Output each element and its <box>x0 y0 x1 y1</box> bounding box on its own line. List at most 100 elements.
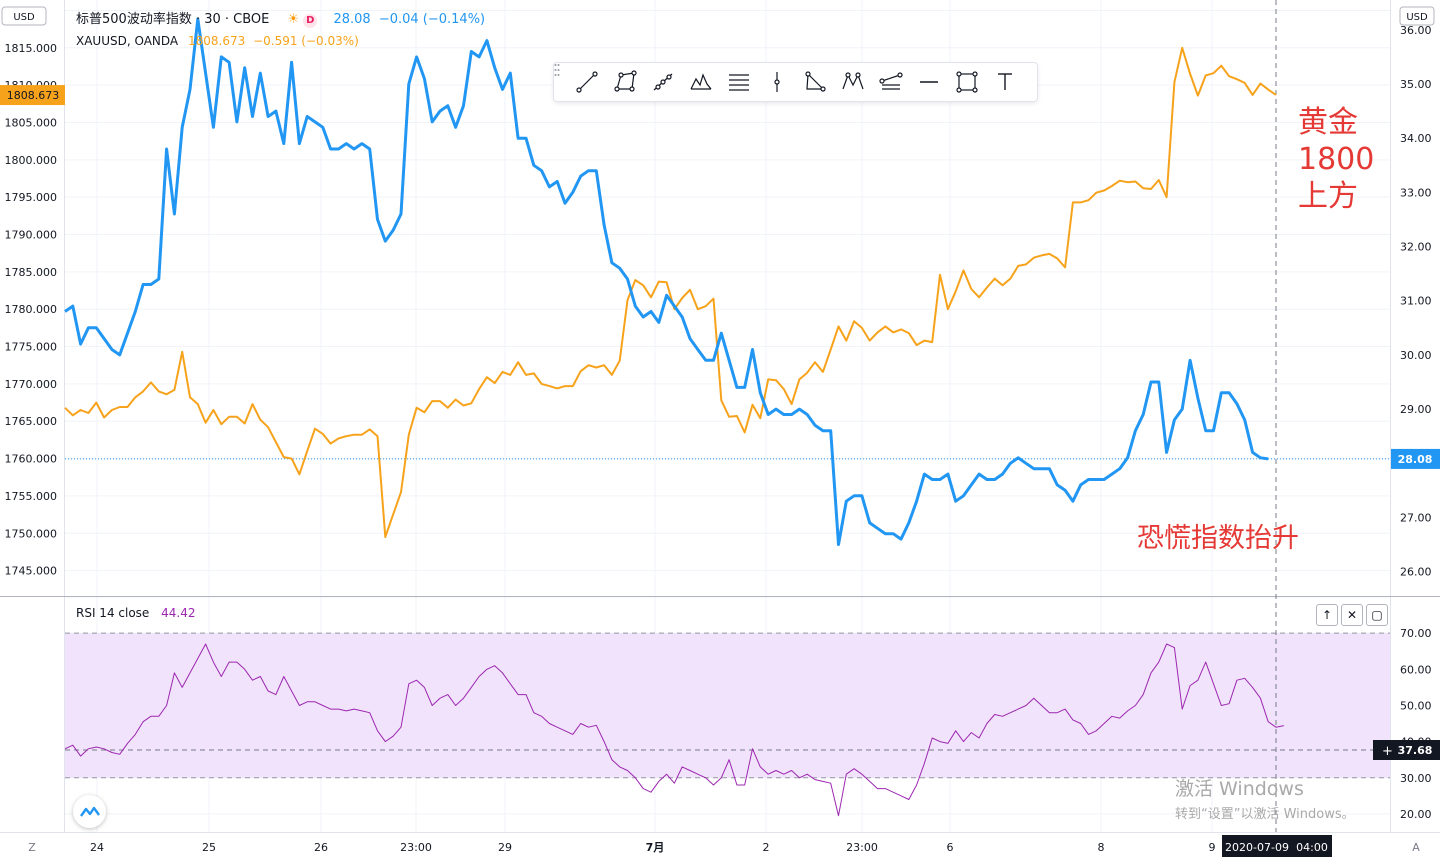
cursor-time-label: 04:00 <box>1296 841 1328 854</box>
rsi-cursor-tag <box>1373 740 1440 761</box>
pattern-icon[interactable] <box>682 63 720 101</box>
drawing-toolbar[interactable] <box>553 62 1038 102</box>
maximize-pane-icon[interactable]: ▢ <box>1366 604 1388 626</box>
left-tick-label: 1790.000 <box>5 229 58 242</box>
gold-annotation[interactable]: 黄金 1800 上方 <box>1298 104 1374 215</box>
gold-annotation-line-3: 上方 <box>1298 179 1358 214</box>
vix-price-tag-label: 28.08 <box>1398 453 1433 466</box>
left-tick-label: 1800.000 <box>5 154 58 167</box>
fib-retracement-icon[interactable] <box>720 63 758 101</box>
rectangle-icon[interactable] <box>948 63 986 101</box>
cursor-date-label: 2020-07-09 <box>1225 841 1289 854</box>
right-tick-label: 35.00 <box>1400 78 1432 91</box>
time-tick-label: 6 <box>947 841 954 854</box>
gold-legend: XAUUSD, OANDA 1808.673 −0.591 (−0.03%) <box>76 34 359 48</box>
rsi-tick-label: 60.00 <box>1400 663 1432 676</box>
vix-last-price: 28.08 <box>333 12 371 27</box>
time-tick-label: 23:00 <box>400 841 432 854</box>
weather-icon: ☀ <box>287 12 300 27</box>
right-tick-label: 34.00 <box>1400 132 1432 145</box>
right-tick-label: 31.00 <box>1400 295 1432 308</box>
symbol-title[interactable]: 标普500波动率指数 · 30 · CBOE <box>76 12 270 27</box>
left-tick-label: 1760.000 <box>5 453 58 466</box>
gold-symbol[interactable]: XAUUSD, OANDA <box>76 34 179 48</box>
rsi-series-line <box>64 643 1284 817</box>
left-tick-label: 1785.000 <box>5 266 58 279</box>
chart-legend: 标普500波动率指数 · 30 · CBOE ☀ D 28.08 −0.04 (… <box>76 8 485 28</box>
rsi-tick-label: 20.00 <box>1400 808 1432 821</box>
right-tick-label: 30.00 <box>1400 349 1432 362</box>
pitchfork-icon[interactable] <box>644 63 682 101</box>
left-tick-label: 1775.000 <box>5 341 58 354</box>
left-tick-label: 1750.000 <box>5 527 58 540</box>
left-tick-label: 1765.000 <box>5 415 58 428</box>
left-tick-label: 1770.000 <box>5 378 58 391</box>
gold-last-price: 1808.673 <box>187 34 246 48</box>
gold-price-tag <box>0 85 65 106</box>
rsi-legend: RSI 14 close 44.42 <box>76 606 196 620</box>
left-tick-label: 1795.000 <box>5 191 58 204</box>
time-tick-label: 2 <box>763 841 770 854</box>
left-tick-label: 1755.000 <box>5 490 58 503</box>
close-pane-icon[interactable]: ✕ <box>1341 604 1363 626</box>
rsi-tick-label: 70.00 <box>1400 627 1432 640</box>
gold-change: −0.591 (−0.03%) <box>253 34 359 48</box>
vix-change: −0.04 (−0.14%) <box>378 12 486 27</box>
crosshair-plus-icon: + <box>1382 744 1393 759</box>
cross-line-icon[interactable] <box>758 63 796 101</box>
time-tick-label: 26 <box>314 841 328 854</box>
vix-annotation[interactable]: 恐慌指数抬升 <box>1137 523 1299 554</box>
zoom-button: Z <box>28 841 36 854</box>
gold-series-line <box>64 46 1277 538</box>
fib-fan-icon[interactable] <box>872 63 910 101</box>
time-tick-label: 8 <box>1098 841 1105 854</box>
text-icon[interactable] <box>986 63 1024 101</box>
time-tick-label: 29 <box>498 841 512 854</box>
rsi-value: 44.42 <box>161 606 196 620</box>
rsi-name[interactable]: RSI 14 close <box>76 606 150 620</box>
vix-price-tag <box>1391 448 1440 469</box>
right-tick-label: 32.00 <box>1400 241 1432 254</box>
left-currency-label: USD <box>13 12 35 23</box>
left-currency-box <box>1 6 47 26</box>
rsi-band <box>65 633 1390 778</box>
channel-icon[interactable] <box>606 63 644 101</box>
left-tick-label: 1815.000 <box>5 42 58 55</box>
gold-price-tag-label: 1808.673 <box>7 89 60 102</box>
time-tick-label: 9 <box>1209 841 1216 854</box>
rsi-tick-label: 50.00 <box>1400 699 1432 712</box>
xabcd-icon[interactable] <box>834 63 872 101</box>
auto-scale-button: A <box>1412 841 1420 854</box>
logo-wave-icon <box>79 806 100 817</box>
gold-annotation-line-2: 1800 <box>1298 142 1375 177</box>
left-tick-label: 1805.000 <box>5 116 58 129</box>
triangle-pattern-icon[interactable] <box>796 63 834 101</box>
windows-watermark: 激活 Windows 转到“设置”以激活 Windows。 <box>1175 774 1355 822</box>
right-tick-label: 36.00 <box>1400 24 1432 37</box>
time-tick-label: 25 <box>202 841 216 854</box>
watermark-line-2: 转到“设置”以激活 Windows。 <box>1175 807 1355 822</box>
right-currency-box <box>1399 6 1435 26</box>
rsi-cursor-tag-label: 37.68 <box>1398 744 1433 757</box>
left-tick-label: 1745.000 <box>5 565 58 578</box>
dividend-badge[interactable]: D <box>303 14 318 28</box>
rsi-tick-label: 30.00 <box>1400 772 1432 785</box>
time-tick-label: 23:00 <box>846 841 878 854</box>
right-tick-label: 26.00 <box>1400 566 1432 579</box>
right-tick-label: 33.00 <box>1400 186 1432 199</box>
right-currency-label: USD <box>1406 12 1428 23</box>
time-tick-label: 7月 <box>646 841 665 854</box>
trend-line-icon[interactable] <box>568 63 606 101</box>
left-tick-label: 1780.000 <box>5 303 58 316</box>
time-tick-label: 24 <box>90 841 104 854</box>
watermark-line-1: 激活 Windows <box>1175 778 1304 800</box>
drag-handle-icon[interactable] <box>554 63 568 101</box>
tradingview-logo[interactable] <box>73 795 106 828</box>
gold-annotation-line-1: 黄金 <box>1298 105 1358 140</box>
cursor-time-tag <box>1222 835 1332 857</box>
move-pane-up-icon[interactable]: ↑ <box>1316 604 1338 626</box>
right-tick-label: 29.00 <box>1400 403 1432 416</box>
right-tick-label: 27.00 <box>1400 511 1432 524</box>
horizontal-ray-icon[interactable] <box>910 63 948 101</box>
